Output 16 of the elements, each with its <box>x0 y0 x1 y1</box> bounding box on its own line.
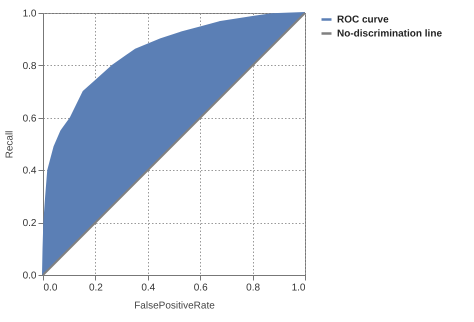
x-tick-label: 1.0 <box>292 282 306 294</box>
legend-label: ROC curve <box>337 14 390 26</box>
legend-label: No-discrimination line <box>337 28 442 40</box>
y-tick-label: 0.6 <box>22 113 37 124</box>
x-tick-label: 0.8 <box>246 282 260 294</box>
x-tick-label: 0.4 <box>141 282 156 294</box>
y-tick-label: 0.2 <box>22 218 37 230</box>
x-tick-label: 0.6 <box>194 282 208 294</box>
y-tick-label: 0.0 <box>22 270 37 282</box>
y-tick-label: 0.8 <box>22 60 37 72</box>
y-axis-title: Recall <box>4 130 16 158</box>
x-tick-label: 0.0 <box>44 282 58 294</box>
y-tick-label: 0.4 <box>22 166 37 177</box>
x-tick-label: 0.2 <box>88 282 104 294</box>
x-axis-title: FalsePositiveRate <box>134 300 216 312</box>
y-tick-label: 1.0 <box>22 8 37 20</box>
